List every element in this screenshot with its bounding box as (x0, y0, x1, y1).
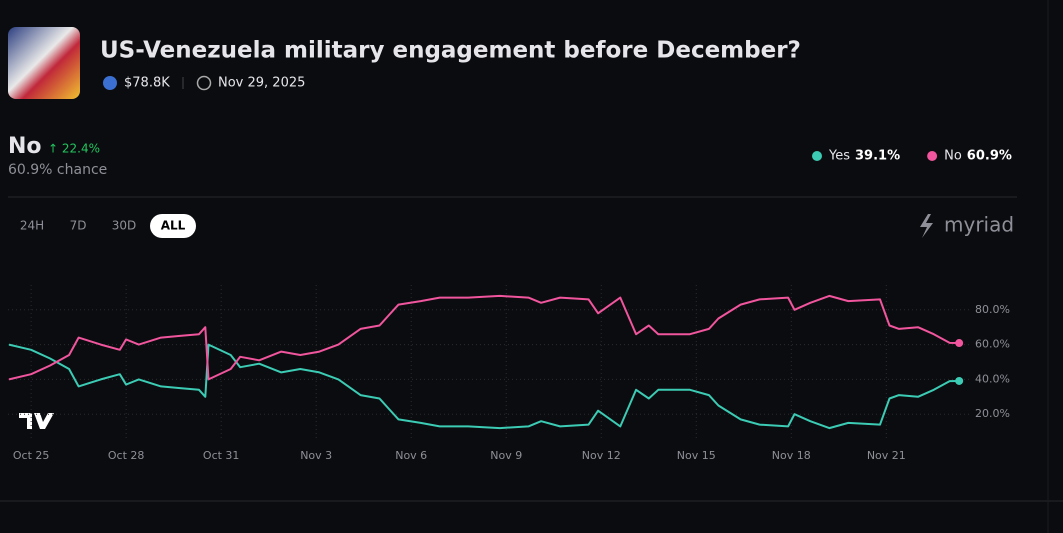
x-tick-label: Nov 21 (867, 449, 906, 462)
x-tick-label: Nov 6 (395, 449, 427, 462)
y-tick-label: 40.0% (975, 372, 1010, 385)
outcome-name: No (8, 134, 42, 159)
legend-dot (927, 151, 938, 161)
legend-value: 39.1% (855, 149, 900, 164)
x-tick-label: Oct 28 (108, 449, 145, 462)
range-button[interactable]: 30D (112, 219, 137, 233)
range-button[interactable]: 7D (70, 219, 87, 233)
x-tick-label: Nov 9 (490, 449, 522, 462)
legend-dot (812, 151, 822, 161)
x-tick-label: Nov 3 (300, 449, 332, 462)
range-button-bg[interactable] (150, 214, 196, 238)
volume: $78.8K (124, 76, 170, 91)
y-tick-label: 80.0% (975, 303, 1010, 316)
outcome-change: ↑ 22.4% (48, 142, 100, 156)
volume-icon (103, 76, 117, 90)
end-dot (955, 339, 964, 348)
outcome-chance: 60.9% chance (8, 162, 107, 178)
clock-icon (196, 75, 212, 91)
x-tick-label: Nov 15 (677, 449, 716, 462)
legend-value: 60.9% (967, 149, 1012, 164)
market-icon (8, 27, 80, 99)
brand-mark (920, 214, 933, 238)
brand-name: myriad (944, 213, 1014, 237)
x-tick-label: Oct 31 (203, 449, 240, 462)
x-tick-label: Nov 18 (772, 449, 811, 462)
series-line (8, 343, 960, 430)
range-button[interactable]: ALL (161, 219, 186, 233)
x-tick-label: Nov 12 (582, 449, 621, 462)
series-line (8, 294, 960, 381)
brand-logo: myriad (920, 213, 1014, 238)
y-tick-label: 60.0% (975, 338, 1010, 351)
legend-name: Yes (828, 149, 850, 164)
y-tick-label: 20.0% (975, 407, 1010, 420)
tv-logo (19, 413, 54, 429)
market-title: US-Venezuela military engagement before … (100, 38, 801, 64)
end-dot (955, 376, 964, 385)
legend-name: No (944, 149, 962, 164)
range-button[interactable]: 24H (20, 219, 44, 233)
x-tick-label: Oct 25 (13, 449, 50, 462)
end-date: Nov 29, 2025 (218, 76, 305, 91)
